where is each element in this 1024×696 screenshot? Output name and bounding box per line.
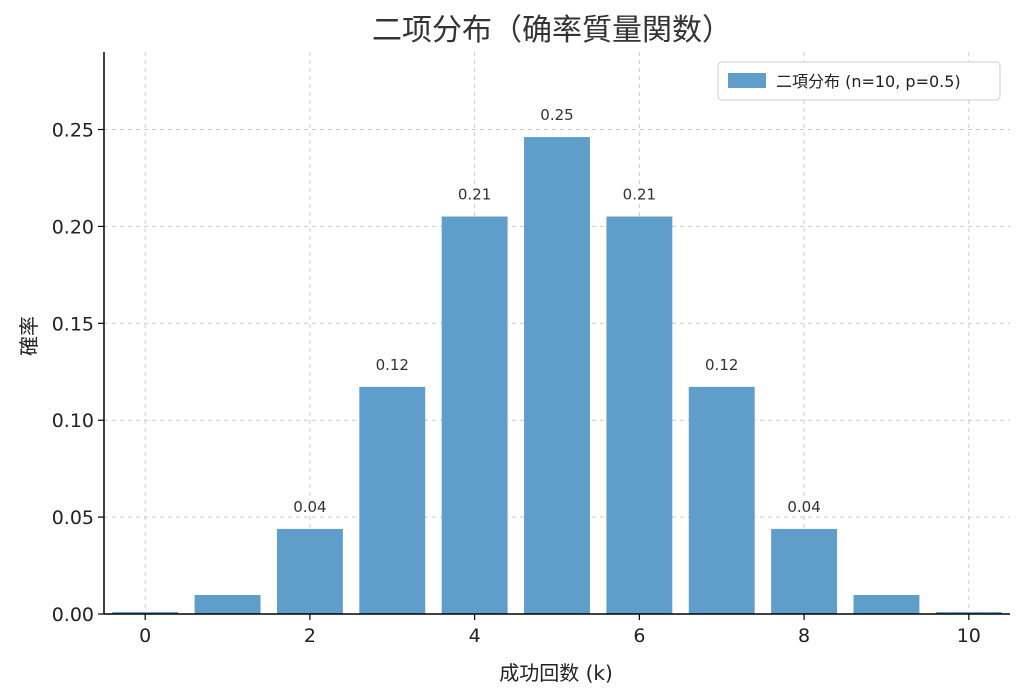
bar [112, 612, 179, 614]
x-tick-label: 6 [633, 625, 645, 647]
legend-frame [717, 61, 1001, 101]
bar-value-label: 0.12 [376, 356, 409, 374]
bar [688, 386, 755, 614]
x-tick-label: 2 [304, 625, 316, 647]
bar-value-label: 0.21 [458, 186, 491, 204]
y-tick-label: 0.20 [52, 216, 94, 238]
bar [771, 528, 838, 614]
bar-value-label: 0.12 [705, 356, 738, 374]
chart-title: 二项分布（确率質量関数） [372, 13, 732, 48]
y-tick-label: 0.15 [52, 313, 94, 335]
bars [112, 137, 1002, 615]
bar [194, 595, 261, 614]
x-tick-label: 0 [139, 625, 151, 647]
legend-swatch [728, 73, 766, 88]
bar-value-label: 0.04 [787, 498, 820, 516]
bar [359, 386, 426, 614]
x-tick-label: 4 [469, 625, 481, 647]
legend-label: 二項分布 (n=10, p=0.5) [776, 72, 961, 91]
bar [276, 528, 343, 614]
axes [98, 52, 1010, 620]
y-tick-label: 0.05 [52, 507, 94, 529]
bar-value-label: 0.25 [540, 106, 573, 124]
x-tick-label: 10 [957, 625, 981, 647]
bar [441, 216, 508, 615]
x-axis-label: 成功回数 (k) [499, 661, 613, 685]
bar [606, 216, 673, 615]
y-tick-label: 0.00 [52, 604, 94, 626]
y-tick-label: 0.25 [52, 120, 94, 142]
bar [524, 137, 590, 614]
legend: 二項分布 (n=10, p=0.5) [717, 61, 1001, 101]
y-tick-label: 0.10 [52, 410, 94, 432]
y-axis-label: 確率 [17, 316, 41, 356]
x-tick-label: 8 [798, 625, 810, 647]
bar [935, 612, 1002, 614]
tick-labels: 0.00 0.05 0.10 0.15 0.20 0.25 0 2 4 6 8 10 [52, 120, 981, 647]
bar-value-label: 0.04 [293, 498, 326, 516]
bar-labels: 0.04 0.12 0.21 0.25 0.21 0.12 0.04 [293, 106, 821, 516]
bar-value-label: 0.21 [623, 186, 656, 204]
bar [853, 595, 920, 614]
